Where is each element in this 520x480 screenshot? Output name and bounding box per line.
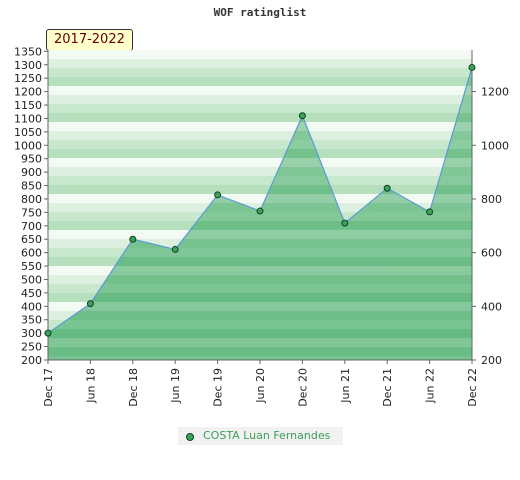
area-stripe	[48, 284, 472, 293]
data-point	[130, 236, 136, 242]
background-band	[48, 59, 472, 68]
background-band	[48, 185, 472, 194]
background-band	[48, 86, 472, 95]
y-tick-label-left: 800	[21, 193, 42, 206]
legend-marker	[186, 433, 194, 441]
area-stripe	[48, 356, 472, 360]
x-tick-label: Dec 19	[212, 368, 225, 407]
y-tick-label-left: 950	[21, 153, 42, 166]
y-tick-label-left: 550	[21, 260, 42, 273]
data-point	[87, 301, 93, 307]
y-tick-label-left: 700	[21, 220, 42, 233]
y-axis-left-ticks: 2002503003504004505005506006507007508008…	[14, 45, 48, 367]
y-tick-label-right: 800	[481, 193, 502, 206]
y-tick-label-right: 1000	[481, 139, 509, 152]
x-axis-ticks: Dec 17 Jun 18 Dec 18 Jun 19 Dec 19 Jun 20 Dec …	[42, 360, 479, 407]
background-band	[48, 149, 472, 158]
y-tick-label-left: 1100	[14, 112, 42, 125]
y-tick-label-left: 200	[21, 354, 42, 367]
data-point	[257, 208, 263, 214]
data-point	[299, 113, 305, 119]
background-band	[48, 104, 472, 113]
background-band	[48, 131, 472, 140]
y-tick-label-left: 1050	[14, 126, 42, 139]
y-tick-label-left: 1250	[14, 72, 42, 85]
background-band	[48, 113, 472, 122]
y-tick-label-left: 300	[21, 327, 42, 340]
y-tick-label-left: 1200	[14, 86, 42, 99]
data-point	[45, 330, 51, 336]
x-tick-label: Jun 19	[169, 368, 182, 404]
background-band	[48, 95, 472, 104]
data-point	[215, 192, 221, 198]
x-tick-label: Jun 20	[254, 368, 267, 404]
data-point	[427, 209, 433, 215]
y-tick-label-left: 900	[21, 166, 42, 179]
background-band	[48, 122, 472, 131]
x-tick-label: Dec 22	[466, 368, 479, 407]
background-band	[48, 68, 472, 77]
area-stripe	[48, 302, 472, 311]
y-axis-right-ticks: 200 400 600 800 1000 1200	[472, 86, 509, 367]
y-tick-label-right: 1200	[481, 86, 509, 99]
x-tick-label: Dec 17	[42, 368, 55, 407]
y-tick-label-left: 850	[21, 180, 42, 193]
legend-label: COSTA Luan Fernandes	[203, 429, 330, 442]
background-band	[48, 176, 472, 185]
y-tick-label-left: 400	[21, 300, 42, 313]
y-tick-label-left: 500	[21, 273, 42, 286]
background-band	[48, 50, 472, 59]
y-tick-label-left: 1350	[14, 45, 42, 58]
y-tick-label-left: 1300	[14, 59, 42, 72]
area-stripe	[48, 338, 472, 347]
y-tick-label-left: 1150	[14, 99, 42, 112]
background-band	[48, 77, 472, 86]
y-tick-label-left: 250	[21, 341, 42, 354]
x-tick-label: Dec 21	[381, 368, 394, 407]
y-tick-label-right: 400	[481, 300, 502, 313]
x-tick-label: Dec 20	[296, 368, 309, 407]
y-tick-label-left: 750	[21, 206, 42, 219]
x-tick-label: Jun 21	[339, 368, 352, 404]
legend: COSTA Luan Fernandes	[178, 427, 343, 445]
y-tick-label-left: 600	[21, 247, 42, 260]
y-tick-label-left: 650	[21, 233, 42, 246]
x-tick-label: Dec 18	[127, 368, 140, 407]
y-tick-label-left: 450	[21, 287, 42, 300]
y-tick-label-left: 1000	[14, 139, 42, 152]
area-stripe	[48, 320, 472, 329]
data-point	[469, 64, 475, 70]
y-tick-label-left: 350	[21, 314, 42, 327]
data-point	[172, 246, 178, 252]
y-tick-label-right: 200	[481, 354, 502, 367]
data-point	[342, 220, 348, 226]
data-point	[384, 185, 390, 191]
x-tick-label: Jun 22	[424, 368, 437, 404]
background-band	[48, 140, 472, 149]
background-band	[48, 167, 472, 176]
x-tick-label: Jun 18	[84, 368, 97, 404]
background-band	[48, 158, 472, 167]
y-tick-label-right: 600	[481, 247, 502, 260]
